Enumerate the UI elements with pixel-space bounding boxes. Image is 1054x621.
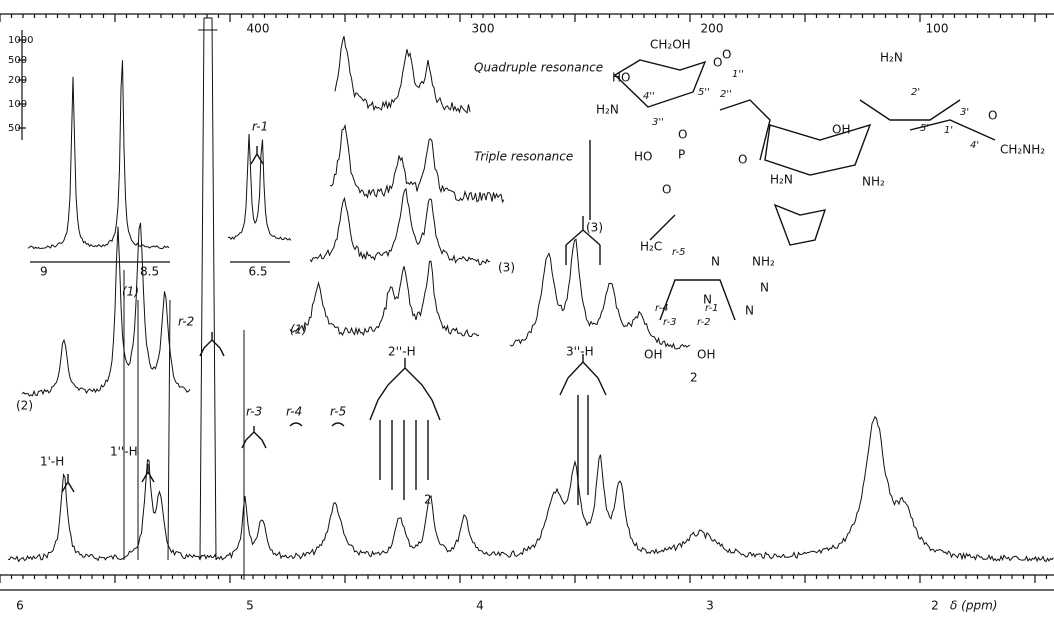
figure: 6 5 4 3 2 δ (ppm) 400 300 200 100 1000 5… xyxy=(0,0,1054,621)
assignment: 1'-H xyxy=(40,455,64,469)
structure-label: O xyxy=(988,109,997,123)
top-tick-label: 100 xyxy=(926,22,949,36)
structure-label: CH₂OH xyxy=(650,38,691,52)
inset-tick-label: 6.5 xyxy=(248,265,267,279)
trace-label: (2) xyxy=(16,399,33,413)
structure-label: 4'' xyxy=(643,91,655,102)
structure-label: 3' xyxy=(960,107,969,118)
spectrum-traces xyxy=(8,18,1054,580)
structure-label: HO xyxy=(634,150,652,164)
x-tick-label: 4 xyxy=(476,599,484,613)
structure-label: 1' xyxy=(944,125,953,136)
structure-label: r-2 xyxy=(697,317,711,328)
structure-label: H₂N xyxy=(770,173,793,187)
structure-label: 4' xyxy=(970,140,979,151)
structure-label: N xyxy=(745,304,754,318)
structure-label: O xyxy=(738,153,747,167)
structure-label: OH xyxy=(644,348,662,362)
trace-label: (3) xyxy=(498,261,515,275)
structure-label: HO xyxy=(612,71,630,85)
structure-label: H₂C xyxy=(640,240,662,254)
structure-label: r-5 xyxy=(672,247,686,258)
structure-label: N xyxy=(703,293,712,307)
structure-label: NH₂ xyxy=(752,255,775,269)
structure-label: O xyxy=(678,128,687,142)
structure-label: O xyxy=(722,48,731,62)
structure-label: 5'' xyxy=(698,87,710,98)
assignment: 2''-H xyxy=(388,345,416,359)
spectrum-trace xyxy=(228,134,291,241)
structure-label: N xyxy=(711,255,720,269)
structure-label: OH xyxy=(832,123,850,137)
trace-label: Triple resonance xyxy=(474,150,573,164)
top-tick-label: 400 xyxy=(247,22,270,36)
spectrum-trace xyxy=(290,261,479,336)
x-tick-label: 6 xyxy=(16,599,24,613)
structure-label: 5' xyxy=(920,123,929,134)
structure-label: O xyxy=(662,183,671,197)
tick-marks xyxy=(0,14,1047,583)
trace-label: (3) xyxy=(586,221,603,235)
x-tick-label: 5 xyxy=(246,599,254,613)
spectrum-trace xyxy=(310,189,490,265)
structure-label: H₂N xyxy=(596,103,619,117)
structure-label: CH₂NH₂ xyxy=(1000,143,1045,157)
spectrum-trace xyxy=(335,36,470,113)
spectrum-trace xyxy=(8,417,1054,562)
structure-label: 3'' xyxy=(652,117,664,128)
structure-label: N xyxy=(760,281,769,295)
structure-label: O xyxy=(713,56,722,70)
scale-label: 500 xyxy=(8,55,27,66)
inset-tick-label: 9 xyxy=(40,265,48,279)
structure-label: OH xyxy=(697,348,715,362)
scale-label: 200 xyxy=(8,75,27,86)
structure-label: 2'' xyxy=(720,89,732,100)
assignment: r-3 xyxy=(246,405,262,419)
scale-label: 100 xyxy=(8,99,27,110)
x-tick-label: 3 xyxy=(706,599,714,613)
spectrum-trace xyxy=(22,223,190,396)
x-axis-label: δ (ppm) xyxy=(950,599,997,613)
x-tick-label: 2 xyxy=(931,599,939,613)
assignment: r-4 xyxy=(286,405,302,419)
structure-label: 1'' xyxy=(732,69,744,80)
assignment: 3''-H xyxy=(566,345,594,359)
structure-label: NH₂ xyxy=(862,175,885,189)
structure-label: 2' xyxy=(911,87,920,98)
assignment: r-2 xyxy=(178,315,194,329)
spectrum-trace xyxy=(28,60,169,248)
assignment: r-5 xyxy=(330,405,346,419)
spectrum-trace xyxy=(330,126,504,202)
scale-label: 50 xyxy=(8,123,21,134)
spectrum-trace xyxy=(200,18,216,560)
structure-label: P xyxy=(678,148,685,162)
top-tick-label: 200 xyxy=(701,22,724,36)
scale-label: 1000 xyxy=(8,35,33,46)
trace-label: Quadruple resonance xyxy=(474,61,603,75)
structure-label: r-4 xyxy=(655,303,669,314)
top-tick-label: 300 xyxy=(472,22,495,36)
structure-label: H₂N xyxy=(880,51,903,65)
structure-label: r-3 xyxy=(663,317,677,328)
annotation: r-1 xyxy=(252,120,268,134)
tick-mark xyxy=(0,14,1047,583)
trace-label: 2 xyxy=(690,371,698,385)
